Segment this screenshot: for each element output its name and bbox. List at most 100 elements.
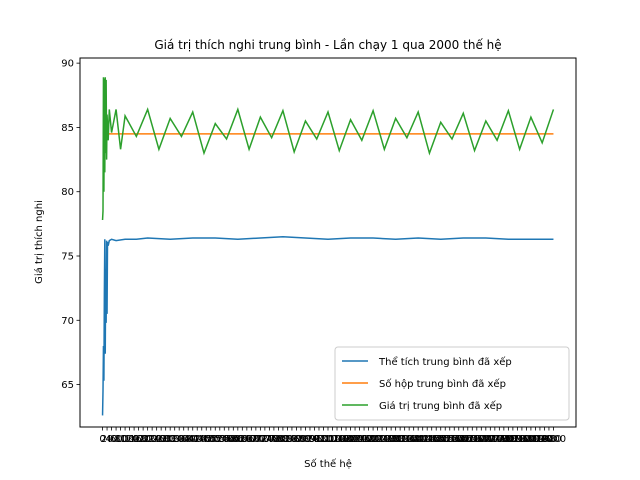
x-tick-label: 900 xyxy=(296,434,315,445)
y-tick-label: 75 xyxy=(61,252,74,263)
x-tick-label: 640 xyxy=(237,434,256,445)
y-tick-label: 70 xyxy=(61,316,74,327)
x-tick-label: 760 xyxy=(264,434,283,445)
x-tick-label: 1680 xyxy=(469,434,494,445)
x-tick-label: 1400 xyxy=(405,434,430,445)
y-axis: 65 70 75 80 85 90 xyxy=(61,59,80,391)
x-tick-label: 1100 xyxy=(338,434,363,445)
x-tick-label: 120 xyxy=(120,434,139,445)
x-tick-label: 400 xyxy=(183,434,202,445)
x-tick-label: 1920 xyxy=(523,434,548,445)
x-tick-label: 1660 xyxy=(464,434,489,445)
x-tick-label: 1000 xyxy=(315,434,340,445)
x-tick-label: 1460 xyxy=(419,434,444,445)
x-tick-label: 1580 xyxy=(446,434,471,445)
series-line-0 xyxy=(101,235,554,416)
series-line-2 xyxy=(101,77,555,221)
x-tick-label: 840 xyxy=(282,434,301,445)
x-tick-label: 1500 xyxy=(428,434,453,445)
x-tick-label: 80 xyxy=(114,434,127,445)
y-tick-label: 65 xyxy=(61,380,74,391)
x-axis: 0204060801001201401601802002202402602803… xyxy=(99,427,566,445)
x-tick-label: 880 xyxy=(291,434,310,445)
x-tick-label: 1360 xyxy=(396,434,421,445)
x-tick-label: 240 xyxy=(147,434,166,445)
x-tick-label: 700 xyxy=(251,434,270,445)
y-tick-label: 90 xyxy=(61,59,74,70)
x-tick-label: 1160 xyxy=(351,434,376,445)
x-tick-label: 1040 xyxy=(324,434,349,445)
x-tick-label: 980 xyxy=(314,434,333,445)
x-tick-label: 1220 xyxy=(365,434,390,445)
x-tick-label: 800 xyxy=(273,434,292,445)
x-tick-label: 1740 xyxy=(482,434,507,445)
x-tick-label: 180 xyxy=(134,434,153,445)
x-tick-label: 1540 xyxy=(437,434,462,445)
x-tick-label: 1380 xyxy=(401,434,426,445)
x-tick-label: 940 xyxy=(305,434,324,445)
x-tick-label: 540 xyxy=(215,434,234,445)
x-tick-label: 1240 xyxy=(369,434,394,445)
x-tick-label: 1800 xyxy=(496,434,521,445)
x-tick-label: 1140 xyxy=(347,434,372,445)
x-tick-label: 340 xyxy=(170,434,189,445)
x-tick-label: 660 xyxy=(242,434,261,445)
x-axis-title: Số thế hệ xyxy=(304,458,352,470)
x-tick-label: 1420 xyxy=(410,434,435,445)
chart-title: Giá trị thích nghi trung bình - Lần chạy… xyxy=(154,38,501,52)
x-tick-label: 1480 xyxy=(423,434,448,445)
x-tick-label: 740 xyxy=(260,434,279,445)
x-tick-label: 1980 xyxy=(536,434,561,445)
x-tick-label: 520 xyxy=(210,434,229,445)
x-tick-label: 280 xyxy=(156,434,175,445)
legend-label: Thể tích trung bình đã xếp xyxy=(378,355,512,368)
x-tick-label: 2000 xyxy=(541,434,566,445)
series-lines xyxy=(101,77,555,416)
x-tick-label: 1080 xyxy=(333,434,358,445)
y-tick-label: 85 xyxy=(61,123,74,134)
x-tick-label: 1560 xyxy=(442,434,467,445)
x-tick-label: 920 xyxy=(300,434,319,445)
x-tick-label: 620 xyxy=(233,434,252,445)
x-tick-label: 200 xyxy=(138,434,157,445)
x-tick-label: 1120 xyxy=(342,434,367,445)
x-tick-label: 820 xyxy=(278,434,297,445)
x-tick-label: 1200 xyxy=(360,434,385,445)
x-tick-label: 220 xyxy=(143,434,162,445)
x-tick-label: 1320 xyxy=(387,434,412,445)
x-tick-label: 1340 xyxy=(392,434,417,445)
x-tick-label: 500 xyxy=(206,434,225,445)
y-tick-label: 80 xyxy=(61,187,74,198)
x-tick-label: 380 xyxy=(179,434,198,445)
x-tick-label: 1860 xyxy=(509,434,534,445)
legend-box xyxy=(334,346,570,421)
x-tick-label: 360 xyxy=(174,434,193,445)
x-tick-label: 1600 xyxy=(451,434,476,445)
x-tick-label: 1780 xyxy=(491,434,516,445)
x-tick-label: 160 xyxy=(129,434,148,445)
x-tick-label: 1060 xyxy=(329,434,354,445)
x-tick-label: 720 xyxy=(255,434,274,445)
x-tick-label: 1840 xyxy=(505,434,530,445)
x-tick-label: 1960 xyxy=(532,434,557,445)
x-tick-label: 1900 xyxy=(518,434,543,445)
legend: Thể tích trung bình đã xếp Số hộp trung b… xyxy=(334,346,570,421)
x-tick-label: 1280 xyxy=(378,434,403,445)
x-tick-label: 1940 xyxy=(527,434,552,445)
x-tick-label: 860 xyxy=(287,434,306,445)
legend-label: Số hộp trung bình đã xếp xyxy=(379,378,506,390)
x-tick-label: 480 xyxy=(201,434,220,445)
x-tick-label: 40 xyxy=(105,434,118,445)
legend-label: Giá trị trung bình đã xếp xyxy=(379,400,502,412)
y-axis-title: Giá trị thích nghi xyxy=(33,200,45,284)
x-tick-label: 1180 xyxy=(356,434,381,445)
x-tick-label: 960 xyxy=(309,434,328,445)
x-tick-label: 1300 xyxy=(383,434,408,445)
x-tick-label: 560 xyxy=(219,434,238,445)
x-tick-label: 1640 xyxy=(460,434,485,445)
x-tick-label: 60 xyxy=(110,434,123,445)
x-tick-label: 420 xyxy=(188,434,207,445)
x-tick-label: 780 xyxy=(269,434,288,445)
x-tick-label: 300 xyxy=(161,434,180,445)
